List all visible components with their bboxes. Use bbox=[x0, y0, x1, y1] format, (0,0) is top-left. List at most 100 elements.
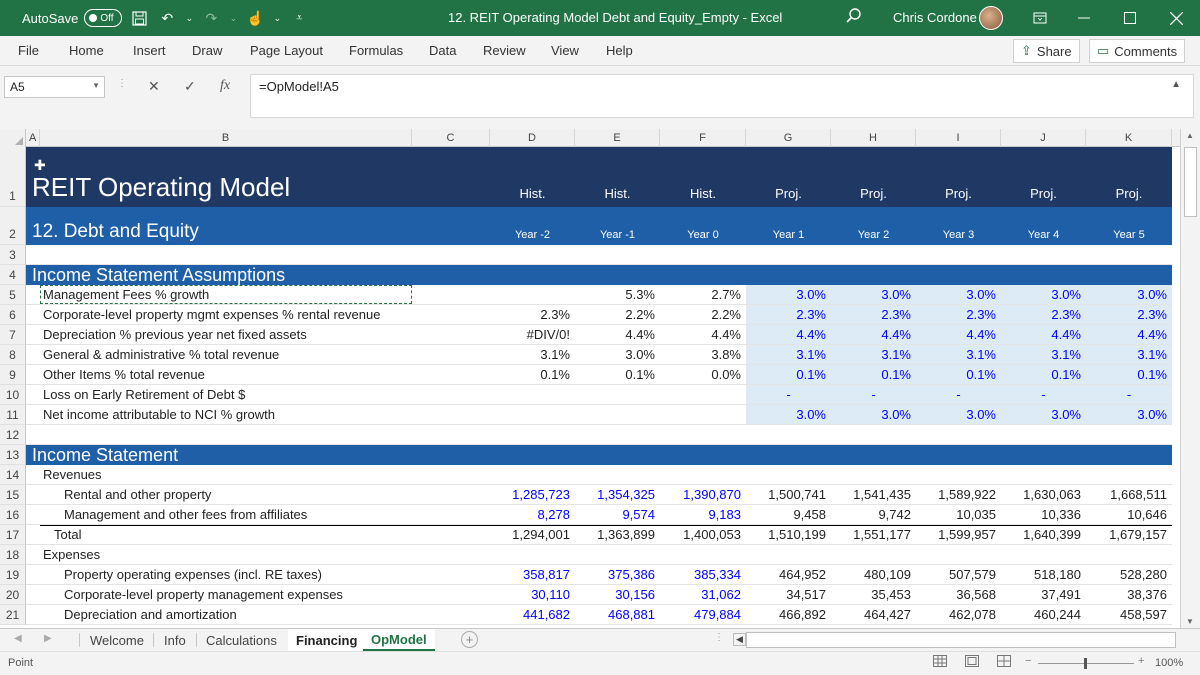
assumption-value[interactable]: 4.4% bbox=[1086, 325, 1172, 344]
assumption-value[interactable]: 2.3% bbox=[1086, 305, 1172, 324]
assumption-value[interactable]: 3.0% bbox=[746, 285, 831, 304]
expense-value[interactable]: 385,334 bbox=[694, 567, 741, 582]
sheet-tab-calculations[interactable]: Calculations bbox=[206, 632, 277, 648]
row-header[interactable]: 11 bbox=[0, 405, 26, 425]
tab-draw[interactable]: Draw bbox=[192, 43, 223, 58]
row-header[interactable]: 1 bbox=[0, 147, 26, 207]
total-value[interactable]: 1,363,899 bbox=[597, 527, 655, 542]
scroll-down-icon[interactable]: ▼ bbox=[1186, 617, 1194, 626]
section-header[interactable]: Income Statement Assumptions bbox=[32, 265, 286, 285]
cancel-icon[interactable]: ✕ bbox=[148, 78, 160, 94]
tab-formulas[interactable]: Formulas bbox=[349, 43, 404, 58]
revenue-label[interactable]: Management and other fees from affiliate… bbox=[64, 507, 308, 522]
assumption-value[interactable]: 3.0% bbox=[1086, 285, 1172, 304]
expense-value[interactable]: 480,109 bbox=[864, 567, 911, 582]
assumption-value[interactable]: 4.4% bbox=[711, 327, 741, 342]
assumption-label[interactable]: General & administrative % total revenue bbox=[43, 347, 280, 362]
total-label[interactable]: Total bbox=[54, 527, 82, 542]
assumption-value[interactable]: 3.8% bbox=[711, 347, 741, 362]
assumption-label[interactable]: Loss on Early Retirement of Debt $ bbox=[43, 387, 246, 402]
redo-icon[interactable]: ↷ bbox=[205, 9, 218, 26]
assumption-value[interactable] bbox=[660, 385, 746, 404]
revenue-label[interactable]: Rental and other property bbox=[64, 487, 212, 502]
expense-value[interactable]: 36,568 bbox=[956, 587, 996, 602]
horizontal-scrollbar[interactable] bbox=[746, 632, 1176, 648]
expense-value[interactable]: 468,881 bbox=[608, 607, 655, 622]
assumption-value[interactable]: 4.4% bbox=[916, 325, 1001, 344]
assumption-value[interactable]: 3.1% bbox=[916, 345, 1001, 364]
zoom-slider-handle[interactable] bbox=[1084, 658, 1087, 669]
sheet-tab-welcome[interactable]: Welcome bbox=[90, 632, 144, 648]
tab-data[interactable]: Data bbox=[429, 43, 457, 58]
comments-button[interactable]: ▭ Comments bbox=[1089, 39, 1186, 63]
zoom-in-icon[interactable]: + bbox=[1138, 655, 1145, 667]
scroll-up-icon[interactable]: ▲ bbox=[1186, 131, 1194, 140]
autosave-toggle[interactable]: Off bbox=[84, 9, 123, 27]
revenue-value[interactable]: 9,742 bbox=[878, 507, 911, 522]
assumption-value[interactable]: 0.1% bbox=[1001, 365, 1086, 384]
add-sheet-icon[interactable]: + bbox=[461, 631, 478, 648]
undo-dropdown-icon[interactable]: ⌄ bbox=[185, 12, 194, 23]
revenue-value[interactable]: 1,354,325 bbox=[597, 487, 655, 502]
revenue-value[interactable]: 10,646 bbox=[1127, 507, 1167, 522]
worksheet-grid[interactable]: 1 2 3 4 5 6 7 8 9 10 11 12 13 14 15 16 17 18 19 20 21 ✚ REIT O… bbox=[0, 147, 1180, 628]
column-header-h[interactable]: H bbox=[831, 129, 916, 147]
page-break-view-icon[interactable] bbox=[997, 655, 1011, 670]
assumption-value[interactable]: 2.3% bbox=[831, 305, 916, 324]
tab-review[interactable]: Review bbox=[483, 43, 526, 58]
row-header[interactable]: 14 bbox=[0, 465, 26, 485]
assumption-value[interactable]: 0.1% bbox=[831, 365, 916, 384]
expense-label[interactable]: Property operating expenses (incl. RE ta… bbox=[64, 567, 322, 582]
assumption-value[interactable]: 2.3% bbox=[1001, 305, 1086, 324]
assumption-value[interactable] bbox=[660, 405, 746, 424]
row-header[interactable]: 18 bbox=[0, 545, 26, 565]
scroll-left-icon[interactable]: ◀ bbox=[733, 633, 746, 646]
expense-value[interactable]: 464,427 bbox=[864, 607, 911, 622]
expense-value[interactable]: 464,952 bbox=[779, 567, 826, 582]
expense-value[interactable]: 441,682 bbox=[523, 607, 570, 622]
expense-value[interactable]: 34,517 bbox=[786, 587, 826, 602]
undo-icon[interactable]: ↶ bbox=[161, 9, 174, 26]
total-value[interactable]: 1,599,957 bbox=[938, 527, 996, 542]
expense-value[interactable]: 37,491 bbox=[1041, 587, 1081, 602]
assumption-value[interactable] bbox=[490, 405, 575, 424]
row-header[interactable]: 17 bbox=[0, 525, 26, 545]
assumption-label[interactable]: Net income attributable to NCI % growth bbox=[43, 407, 275, 422]
redo-dropdown-icon[interactable]: ⌄ bbox=[229, 12, 238, 23]
revenue-value[interactable]: 1,541,435 bbox=[853, 487, 911, 502]
row-header[interactable]: 21 bbox=[0, 605, 26, 625]
assumption-value[interactable] bbox=[490, 285, 575, 304]
section-header[interactable]: Income Statement bbox=[32, 445, 179, 465]
total-value[interactable]: 1,679,157 bbox=[1109, 527, 1167, 542]
assumption-value[interactable]: 3.0% bbox=[916, 285, 1001, 304]
revenue-value[interactable]: 1,668,511 bbox=[1110, 487, 1167, 502]
expense-value[interactable]: 358,817 bbox=[523, 567, 570, 582]
collapse-formula-icon[interactable]: ▲ bbox=[1171, 79, 1181, 90]
normal-view-icon[interactable] bbox=[933, 655, 947, 670]
assumption-value[interactable]: 0.1% bbox=[540, 367, 570, 382]
insert-function-icon[interactable]: fx bbox=[220, 78, 231, 93]
assumption-value[interactable]: 3.0% bbox=[625, 347, 655, 362]
enter-icon[interactable]: ✓ bbox=[184, 78, 196, 94]
sheet-tab-info[interactable]: Info bbox=[164, 632, 186, 648]
name-box[interactable]: A5 ▼ bbox=[4, 76, 105, 98]
tab-insert[interactable]: Insert bbox=[133, 43, 166, 58]
expense-value[interactable]: 460,244 bbox=[1034, 607, 1081, 622]
page-layout-view-icon[interactable] bbox=[965, 655, 979, 670]
select-all-button[interactable] bbox=[0, 129, 26, 147]
column-header-k[interactable]: K bbox=[1086, 129, 1172, 147]
row-header[interactable]: 12 bbox=[0, 425, 26, 445]
row-header[interactable]: 13 bbox=[0, 445, 26, 465]
assumption-value[interactable]: 3.0% bbox=[1001, 285, 1086, 304]
revenue-value[interactable]: 1,589,922 bbox=[938, 487, 996, 502]
revenue-value[interactable]: 10,336 bbox=[1041, 507, 1081, 522]
total-value[interactable]: 1,510,199 bbox=[768, 527, 826, 542]
expense-value[interactable]: 31,062 bbox=[701, 587, 741, 602]
assumption-value[interactable]: 4.4% bbox=[831, 325, 916, 344]
sheet-title[interactable]: REIT Operating Model bbox=[32, 172, 291, 202]
assumption-label[interactable]: Depreciation % previous year net fixed a… bbox=[43, 327, 307, 342]
more-options-icon[interactable]: ⋮ bbox=[117, 78, 127, 89]
assumption-value[interactable]: 3.1% bbox=[1001, 345, 1086, 364]
assumption-value[interactable]: 0.1% bbox=[746, 365, 831, 384]
revenues-label[interactable]: Revenues bbox=[43, 467, 102, 482]
